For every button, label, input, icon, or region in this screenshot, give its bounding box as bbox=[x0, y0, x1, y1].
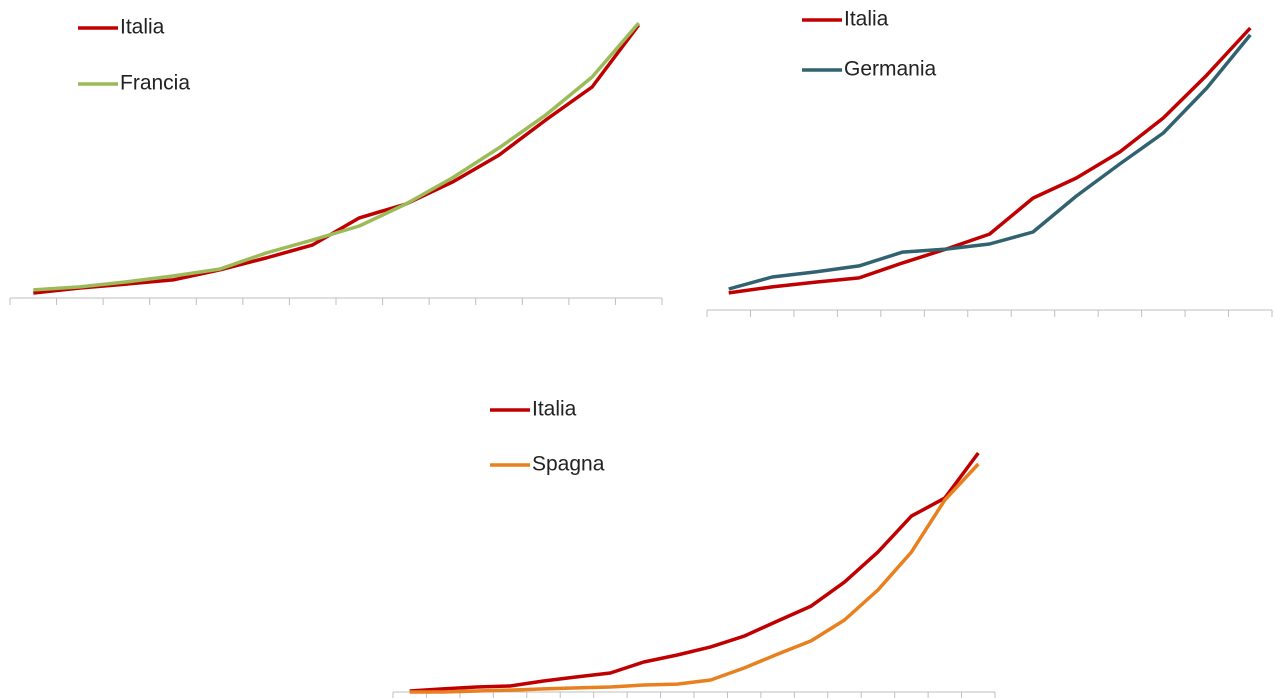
series-line bbox=[728, 26, 1252, 295]
legend-label: Italia bbox=[120, 16, 165, 39]
series-line bbox=[409, 462, 980, 694]
series-line bbox=[728, 33, 1252, 291]
series-line bbox=[33, 23, 641, 295]
legend-label: Germania bbox=[844, 58, 937, 81]
legend-label: Italia bbox=[532, 398, 577, 421]
legend-label: Italia bbox=[844, 8, 889, 31]
series-line bbox=[33, 21, 641, 292]
series-line bbox=[409, 451, 980, 693]
legend-label: Francia bbox=[120, 72, 190, 95]
legend-label: Spagna bbox=[532, 453, 605, 476]
